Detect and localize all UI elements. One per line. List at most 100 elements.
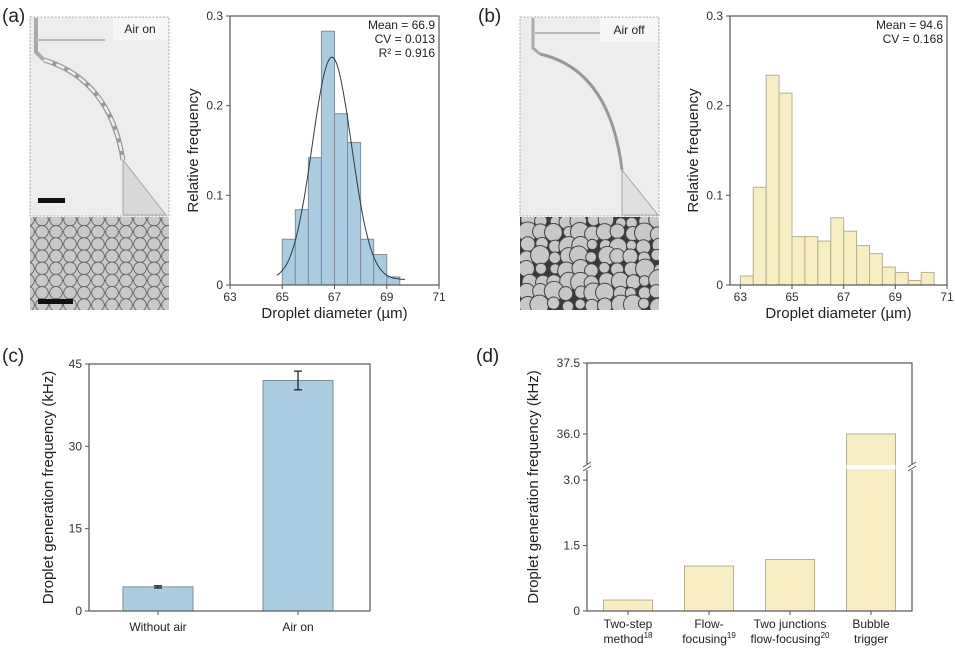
x-tick-label: 65: [276, 290, 290, 304]
y-tick-label: 36.0: [557, 427, 581, 441]
air-on-label: Air on: [124, 22, 155, 36]
stat-annotation: R² = 0.916: [379, 46, 436, 60]
droplet-train-a: [43, 58, 125, 161]
category-label-line1: Two junctions: [754, 617, 827, 631]
y-axis-label: Relative frequency: [685, 88, 702, 213]
category-label-line2: trigger: [854, 632, 888, 646]
plot-frame: [586, 362, 913, 612]
droplet-image-b: [520, 217, 659, 310]
droplet: [638, 275, 651, 287]
channel-image-a: [29, 16, 170, 217]
droplet: [649, 297, 659, 310]
category-label-text: method: [604, 632, 644, 646]
histogram-bar: [739, 275, 754, 286]
y-tick-label: 45: [69, 357, 83, 371]
histogram-bar: [752, 186, 767, 286]
y-tick-label: 1.5: [563, 539, 580, 553]
x-tick-label: 69: [889, 290, 903, 304]
y-tick-label: 15: [69, 522, 83, 536]
y-tick-label: 0.3: [206, 9, 223, 23]
category-label-line2: method18: [604, 631, 653, 646]
bar-chart-c: Without air Air on 0 15 30 45 Droplet generati…: [40, 357, 371, 634]
curved-channel-b: [539, 52, 624, 171]
droplet: [637, 297, 650, 310]
histogram-bar: [765, 74, 780, 286]
reference-superscript: 19: [727, 631, 736, 640]
droplet: [598, 261, 611, 274]
y-tick-label: 0.2: [206, 99, 223, 113]
droplet: [529, 294, 550, 310]
panel-label-d: (d): [476, 346, 499, 367]
histogram-bar: [869, 253, 883, 286]
axis-break-mask: [910, 464, 914, 470]
droplet: [609, 223, 626, 239]
gaussian-fit-curve: [276, 56, 405, 280]
histogram-bar: [920, 271, 935, 286]
y-tick-label: 30: [69, 439, 83, 453]
x-axis-label: Droplet diameter (µm): [765, 305, 911, 322]
axis-break-mark: [582, 461, 592, 468]
bar: [765, 559, 815, 612]
collection-chamber-b: [621, 168, 659, 216]
histogram-bar: [334, 113, 349, 286]
droplet: [650, 248, 659, 262]
histogram-bar: [843, 230, 858, 286]
inlet-channel-a: [34, 18, 46, 62]
histogram-bar: [307, 157, 322, 286]
histogram-bar: [294, 209, 309, 286]
x-axis-label: Droplet diameter (µm): [261, 305, 407, 322]
air-off-label-bg: [600, 18, 658, 42]
category-label-text: focusing: [682, 632, 727, 646]
scale-bar-bottom-a: [38, 299, 73, 304]
droplet: [546, 296, 561, 310]
category-label-text: flow-focusing: [751, 632, 821, 646]
stat-annotation: CV = 0.013: [375, 32, 436, 46]
histogram-bar: [907, 280, 922, 286]
bar: [603, 599, 653, 612]
category-label: Air on: [282, 620, 313, 634]
y-tick-label: 0.2: [706, 99, 723, 113]
histogram-bar: [894, 271, 909, 286]
y-tick-label: 0: [75, 604, 82, 618]
panel-label-c: (c): [2, 346, 24, 367]
x-tick-label: 71: [432, 290, 446, 304]
stat-annotation: Mean = 66.9: [368, 18, 435, 32]
x-tick-label: 67: [328, 290, 342, 304]
panel-label-b: (b): [478, 6, 501, 27]
histogram-bar: [778, 92, 793, 286]
histogram-bar: [881, 266, 896, 286]
category-label: Without air: [129, 620, 186, 634]
bar: [846, 433, 896, 612]
air-on-label-bg: [113, 18, 168, 40]
plot-frame: [88, 363, 371, 612]
y-axis-label: Droplet generation frequency (kHz): [40, 371, 57, 604]
droplet: [534, 262, 547, 275]
y-tick-label: 0.3: [706, 9, 723, 23]
bar: [122, 586, 194, 612]
histogram-bar: [804, 236, 819, 286]
droplet: [574, 298, 586, 310]
category-label-line2: focusing19: [682, 631, 736, 646]
collection-chamber-a: [122, 158, 167, 216]
air-off-label: Air off: [613, 23, 645, 37]
histogram-bar: [817, 240, 832, 286]
plot-frame: [729, 15, 948, 286]
axis-break-mark: [582, 465, 592, 472]
droplet: [561, 300, 575, 310]
x-tick-label: 67: [837, 290, 851, 304]
y-tick-label: 0: [216, 278, 223, 292]
micrograph-a: Air on: [29, 16, 170, 310]
x-tick-label: 63: [223, 290, 237, 304]
y-tick-label: 3.0: [563, 473, 580, 487]
droplet: [548, 251, 562, 265]
bar: [684, 565, 734, 612]
histogram-b: 63 65 67 69 71 0 0.1 0.2 0.3 Droplet diameter (µm…: [685, 9, 954, 322]
x-tick-label: 71: [940, 290, 954, 304]
stat-annotation: Mean = 94.6: [876, 18, 943, 32]
y-tick-label: 0.1: [706, 188, 723, 202]
histogram-bar: [830, 217, 845, 286]
y-axis-label: Droplet generation frequency (kHz): [525, 370, 542, 603]
histogram-bar: [791, 236, 806, 286]
